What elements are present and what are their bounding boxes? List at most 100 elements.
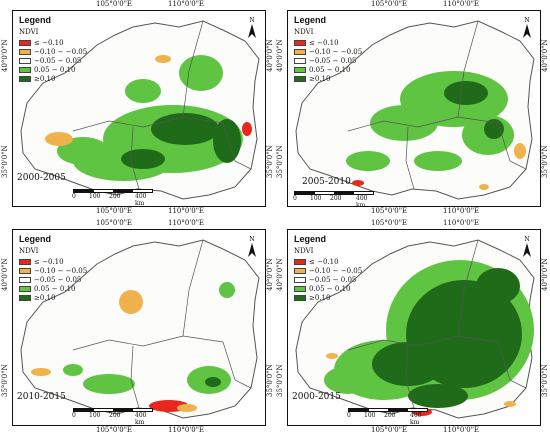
lon-tick-top-110: 110°0'0"E xyxy=(168,0,205,8)
north-arrow-icon xyxy=(248,243,256,257)
legend-swatch-orange xyxy=(19,48,31,55)
legend-label: −0.10 − −0.05 xyxy=(309,266,363,275)
legend-item: ≤ −0.10 xyxy=(294,38,362,47)
legend-item: 0.05 − 0.10 xyxy=(19,65,87,74)
north-label: N xyxy=(524,17,530,24)
scale-label: 100 xyxy=(364,412,376,419)
period-label: 2000-2005 xyxy=(17,173,66,183)
lon-tick-bottom-105: 105°0'0"E xyxy=(371,207,408,215)
scale-label: 0 xyxy=(72,412,76,419)
map-legend: Legend NDVI ≤ −0.10 −0.10 − −0.05 −0.05 … xyxy=(19,234,87,302)
decrease-patches xyxy=(352,143,526,190)
legend-swatch-orange xyxy=(294,48,306,55)
legend-label: ≥0.10 xyxy=(34,74,56,83)
map-legend: Legend NDVI ≤ −0.10 −0.10 − −0.05 −0.05 … xyxy=(294,234,362,302)
legend-label: 0.05 − 0.10 xyxy=(309,65,351,74)
legend-label: ≥0.10 xyxy=(309,293,331,302)
lat-tick-left-35: 35°0'0"N xyxy=(276,364,284,397)
legend-swatch-red xyxy=(19,258,31,265)
legend-swatch-red xyxy=(294,39,306,46)
north-arrow-icon xyxy=(523,243,531,257)
legend-swatch-dark-green xyxy=(294,294,306,301)
legend-swatch-white xyxy=(294,276,306,283)
legend-label: ≥0.10 xyxy=(309,74,331,83)
lat-tick-right-35: 35°0'0"N xyxy=(266,145,274,178)
basin-boundaries xyxy=(72,239,252,409)
north-label: N xyxy=(524,236,530,243)
lon-tick-top-105: 105°0'0"E xyxy=(371,0,408,8)
north-label: N xyxy=(249,17,255,24)
legend-label: 0.05 − 0.10 xyxy=(309,284,351,293)
legend-item: −0.05 − 0.05 xyxy=(19,56,87,65)
legend-label: −0.10 − −0.05 xyxy=(309,47,363,56)
legend-title: Legend xyxy=(294,234,327,244)
lat-tick-left-35: 35°0'0"N xyxy=(1,145,9,178)
lat-tick-right-40: 40°0'0"N xyxy=(541,258,549,291)
map-canvas xyxy=(295,239,535,419)
period-label: 2000-2015 xyxy=(292,392,341,402)
scale-label: 0 xyxy=(347,412,351,419)
legend-label: ≥0.10 xyxy=(34,293,56,302)
map-frame: Legend NDVI ≤ −0.10 −0.10 − −0.05 −0.05 … xyxy=(287,229,541,426)
decrease-patches xyxy=(45,55,252,146)
lon-tick-bottom-105: 105°0'0"E xyxy=(96,207,133,215)
legend-subtitle: NDVI xyxy=(294,247,314,255)
legend-item: −0.05 − 0.05 xyxy=(294,56,362,65)
scale-label: 400 km xyxy=(135,412,147,426)
map-legend: Legend NDVI ≤ −0.10 −0.10 − −0.05 −0.05 … xyxy=(19,15,87,83)
lat-tick-right-40: 40°0'0"N xyxy=(541,39,549,72)
lon-tick-bottom-110: 110°0'0"E xyxy=(443,207,480,215)
legend-item: ≤ −0.10 xyxy=(294,257,362,266)
scale-label: 100 xyxy=(89,412,101,419)
lon-tick-top-110: 110°0'0"E xyxy=(168,219,205,227)
legend-item: −0.10 − −0.05 xyxy=(19,47,87,56)
map-panel-2005-2010: 105°0'0"E 110°0'0"E xyxy=(275,0,550,219)
lat-tick-right-40: 40°0'0"N xyxy=(266,39,274,72)
legend-swatch-green xyxy=(19,66,31,73)
basin-boundaries xyxy=(347,20,527,190)
map-panel-2000-2015: 105°0'0"E 110°0'0"E xyxy=(275,219,550,438)
lon-tick-bottom-105: 105°0'0"E xyxy=(96,426,133,434)
scale-label: 0 xyxy=(72,193,76,200)
legend-item: −0.10 − −0.05 xyxy=(294,47,362,56)
legend-label: ≤ −0.10 xyxy=(309,257,339,266)
legend-subtitle: NDVI xyxy=(294,28,314,36)
legend-swatch-white xyxy=(19,57,31,64)
legend-swatch-white xyxy=(294,57,306,64)
legend-item: ≥0.10 xyxy=(294,293,362,302)
scale-bar: 0 100 200 400 km xyxy=(347,408,428,425)
scale-label: 400 km xyxy=(410,412,422,426)
lon-tick-top-105: 105°0'0"E xyxy=(96,0,133,8)
legend-label: 0.05 − 0.10 xyxy=(34,65,76,74)
legend-item: −0.10 − −0.05 xyxy=(19,266,87,275)
lat-tick-right-35: 35°0'0"N xyxy=(266,364,274,397)
lat-tick-left-40: 40°0'0"N xyxy=(276,258,284,291)
legend-label: −0.05 − 0.05 xyxy=(34,56,82,65)
legend-swatch-white xyxy=(19,276,31,283)
scale-label: 200 xyxy=(384,412,396,419)
lat-tick-left-35: 35°0'0"N xyxy=(1,364,9,397)
lon-tick-top-105: 105°0'0"E xyxy=(96,219,133,227)
map-canvas xyxy=(20,239,260,419)
north-arrow: N xyxy=(522,236,532,259)
legend-subtitle: NDVI xyxy=(19,247,39,255)
map-frame: Legend NDVI ≤ −0.10 −0.10 − −0.05 −0.05 … xyxy=(12,10,266,207)
north-arrow: N xyxy=(522,17,532,40)
period-label: 2010-2015 xyxy=(17,392,66,402)
legend-swatch-red xyxy=(19,39,31,46)
strong-increase-patches xyxy=(444,81,504,139)
legend-label: ≤ −0.10 xyxy=(34,257,64,266)
scale-bar: 0 100 200 400 km xyxy=(293,191,374,206)
legend-swatch-dark-green xyxy=(19,294,31,301)
basin-boundaries xyxy=(347,239,527,409)
legend-swatch-dark-green xyxy=(294,75,306,82)
legend-label: ≤ −0.10 xyxy=(309,38,339,47)
north-arrow: N xyxy=(247,17,257,40)
basin-boundaries xyxy=(72,20,252,190)
scale-label: 400 km xyxy=(135,193,147,207)
map-frame: Legend NDVI ≤ −0.10 −0.10 − −0.05 −0.05 … xyxy=(287,10,541,207)
lat-tick-right-35: 35°0'0"N xyxy=(541,145,549,178)
strong-increase-patches xyxy=(205,377,221,387)
scale-label: 200 xyxy=(330,195,342,202)
lon-tick-bottom-105: 105°0'0"E xyxy=(371,426,408,434)
